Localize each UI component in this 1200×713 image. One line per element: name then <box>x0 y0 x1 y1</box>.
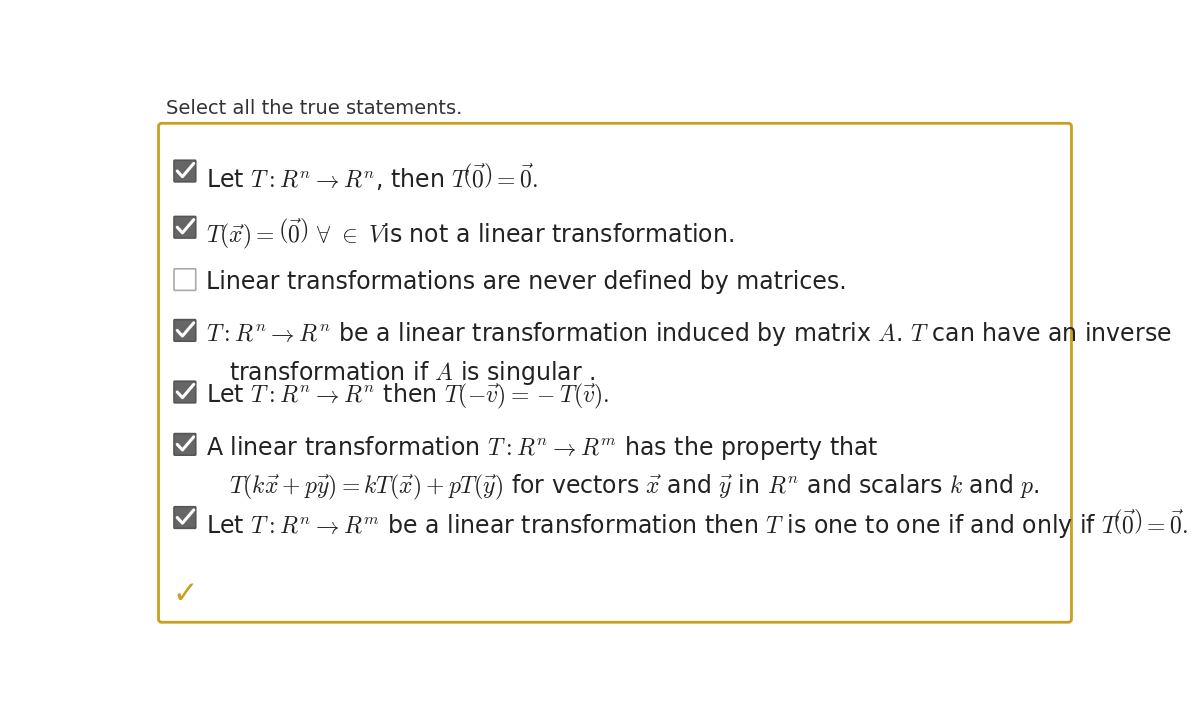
Text: Let $T: R^n \rightarrow R^m$ be a linear transformation then $T$ is one to one i: Let $T: R^n \rightarrow R^m$ be a linear… <box>206 508 1188 541</box>
Text: $T(\vec{x}) = \left(\vec{0}\right)$ $\forall$ $\in$ $V$is not a linear transform: $T(\vec{x}) = \left(\vec{0}\right)$ $\fo… <box>206 217 734 252</box>
FancyBboxPatch shape <box>174 434 196 455</box>
Text: Select all the true statements.: Select all the true statements. <box>166 99 462 118</box>
Text: $T: R^n \rightarrow R^n$ be a linear transformation induced by matrix $A$. $T$ c: $T: R^n \rightarrow R^n$ be a linear tra… <box>206 320 1171 349</box>
Text: $T(k\vec{x} + p\vec{y}) = kT(\vec{x}) + pT(\vec{y})$ for vectors $\vec{x}$ and $: $T(k\vec{x} + p\vec{y}) = kT(\vec{x}) + … <box>229 473 1039 502</box>
Text: Let $T: R^n \rightarrow R^n$, then $T\!\left(\vec{0}\right) = \vec{0}.$: Let $T: R^n \rightarrow R^n$, then $T\!\… <box>206 161 538 193</box>
FancyBboxPatch shape <box>174 269 196 290</box>
FancyBboxPatch shape <box>158 123 1072 622</box>
Text: transformation if $A$ is singular .: transformation if $A$ is singular . <box>229 359 595 387</box>
Text: Linear transformations are never defined by matrices.: Linear transformations are never defined… <box>206 270 846 294</box>
Text: Let $T: R^n \rightarrow R^n$ then $T(- \vec{v}) = -T(\vec{v}).$: Let $T: R^n \rightarrow R^n$ then $T(- \… <box>206 382 610 411</box>
FancyBboxPatch shape <box>174 217 196 238</box>
FancyBboxPatch shape <box>174 381 196 403</box>
Text: A linear transformation $T: R^n \rightarrow R^m$ has the property that: A linear transformation $T: R^n \rightar… <box>206 434 878 462</box>
FancyBboxPatch shape <box>174 160 196 182</box>
FancyBboxPatch shape <box>174 319 196 342</box>
Text: ✓: ✓ <box>172 580 198 609</box>
FancyBboxPatch shape <box>174 507 196 528</box>
